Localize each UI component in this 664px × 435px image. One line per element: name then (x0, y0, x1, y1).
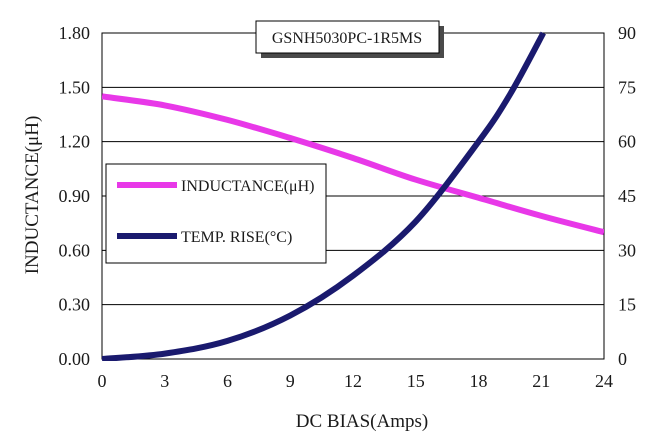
y-tick-label: 1.80 (59, 23, 91, 43)
y-tick-label: 0.00 (59, 349, 91, 369)
x-tick-labels: 0 3 6 9 12 15 18 21 24 (98, 371, 614, 391)
y2-tick-label: 75 (618, 77, 636, 97)
x-tick-label: 21 (532, 371, 550, 391)
legend-box (105, 163, 327, 264)
chart-title-box: GSNH5030PC-1R5MS (255, 20, 444, 58)
series-line-inductance (102, 93, 604, 236)
y2-tick-label: 45 (618, 186, 636, 206)
y-tick-label: 0.60 (59, 240, 91, 260)
y-tick-label: 0.90 (59, 186, 91, 206)
x-tick-label: 12 (344, 371, 362, 391)
x-tick-label: 18 (470, 371, 488, 391)
x-axis-title: DC BIAS(Amps) (296, 411, 428, 432)
y-axis-title: INDUCTANCE(μH) (22, 116, 43, 275)
legend-label-temp-rise: TEMP. RISE(°C) (181, 229, 292, 246)
x-tick-label: 9 (286, 371, 295, 391)
y2-tick-label: 15 (618, 295, 636, 315)
x-tick-label: 0 (98, 371, 107, 391)
chart-title: GSNH5030PC-1R5MS (272, 30, 422, 47)
y2-tick-label: 0 (618, 349, 627, 369)
legend: INDUCTANCE(μH) TEMP. RISE(°C) (105, 163, 327, 264)
x-tick-label: 3 (160, 371, 169, 391)
y2-tick-label: 60 (618, 132, 636, 152)
y-tick-labels: 0.00 0.30 0.60 0.90 1.20 1.50 1.80 (59, 23, 91, 369)
y-tick-label: 1.20 (59, 132, 91, 152)
y2-tick-label: 90 (618, 23, 636, 43)
legend-label-inductance: INDUCTANCE(μH) (181, 178, 315, 195)
x-tick-label: 24 (595, 371, 613, 391)
y-tick-label: 0.30 (59, 295, 91, 315)
y-tick-label: 1.50 (59, 77, 91, 97)
series-layer (102, 31, 604, 361)
y2-tick-labels: 0 15 30 45 60 75 90 (618, 23, 636, 369)
y2-tick-label: 30 (618, 240, 636, 260)
x-tick-label: 6 (223, 371, 232, 391)
series-line-temp-rise (102, 31, 546, 361)
x-tick-label: 15 (407, 371, 425, 391)
